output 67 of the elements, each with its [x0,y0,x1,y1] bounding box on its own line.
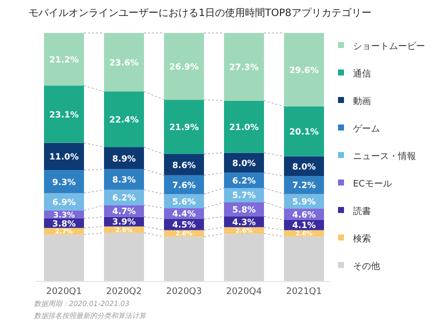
data-label: 3.9% [112,218,136,228]
data-label: 20.1% [289,127,320,138]
bar [104,232,144,281]
data-label: 3.8% [52,219,76,230]
data-label: 26.9% [169,62,200,72]
bar [44,33,84,86]
chart-title: モバイルオンラインユーザーにおける1日の使用時間TOP8アプリカテゴリー [28,7,372,19]
bar [104,33,144,92]
data-label: 5.6% [172,197,196,208]
legend-label: ショートムービー [353,41,425,52]
data-label: 8.3% [112,176,136,186]
data-label: 5.7% [232,191,256,202]
legend-label: ゲーム [353,124,380,134]
data-label: 4.6% [292,210,316,220]
bar [284,176,324,194]
data-label: 5.9% [292,197,316,208]
legend-label: ニュース・情報 [353,151,416,162]
bar [164,100,204,154]
bar [44,86,84,143]
data-label: 7.6% [172,180,196,191]
data-label: 21.2% [49,55,80,66]
data-label: 8.0% [232,158,256,169]
bar [284,33,324,106]
x-tick-label: 2020Q3 [166,287,202,297]
data-label: 4.3% [232,218,256,228]
data-label: 4.5% [172,220,196,231]
bar [44,170,84,194]
data-label: 4.7% [112,207,136,218]
legend-label: 検索 [353,234,371,244]
legend-label: 読書 [353,206,371,217]
data-label: 9.3% [52,178,76,188]
bar [44,234,84,281]
bar [224,33,264,101]
data-label: 7.2% [292,181,316,192]
data-label: 4.4% [172,210,196,220]
data-label: 6.2% [112,194,136,204]
x-tick-label: 2020Q4 [226,287,262,297]
data-label: 5.8% [232,205,256,216]
data-label: 11.0% [49,152,80,163]
bar [224,234,264,281]
legend-label: ECモール [353,180,392,190]
data-label: 8.6% [172,160,196,171]
bar [164,154,204,176]
data-label: 8.0% [292,162,316,172]
data-label: 6.9% [52,198,76,208]
bar [164,236,204,281]
data-label: 23.1% [49,110,80,120]
legend-label: 通信 [353,68,371,80]
bar [284,106,324,156]
legend-label: 動画 [353,96,371,107]
x-tick-label: 2020Q1 [46,287,82,297]
bar [104,92,144,148]
x-tick-label: 2021Q1 [286,287,322,297]
data-label: 22.4% [109,115,140,126]
data-label: 29.6% [289,66,320,76]
legend-label: その他 [353,261,380,272]
bar [164,33,204,100]
data-label: 23.6% [109,58,140,68]
data-label: 27.3% [229,62,260,73]
bar [224,100,264,153]
data-label: 4.1% [292,221,316,232]
data-label: 21.9% [169,123,200,134]
data-label: 8.9% [112,154,136,164]
data-label: 6.2% [232,176,256,186]
x-tick-label: 2020Q2 [106,287,142,297]
bar [284,236,324,281]
data-label: 21.0% [229,122,260,133]
